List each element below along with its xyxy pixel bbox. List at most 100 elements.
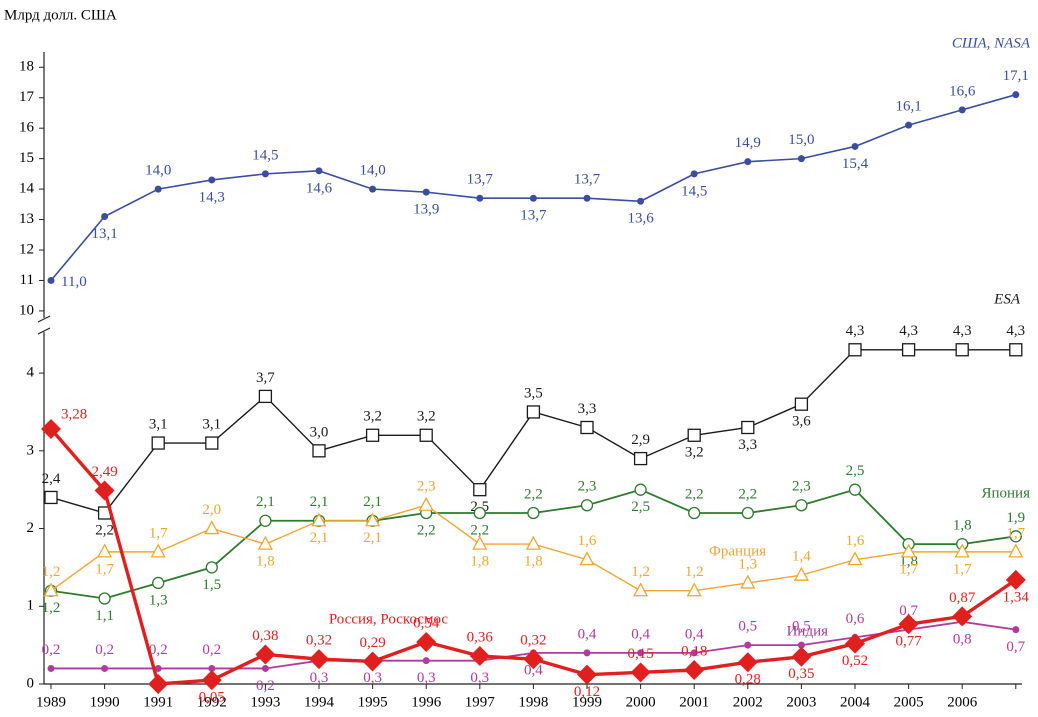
data-label: 13,7 xyxy=(520,208,547,224)
data-label: 0,28 xyxy=(735,672,761,688)
series-name: США, NASA xyxy=(952,35,1031,51)
data-label: 0,2 xyxy=(95,642,114,658)
data-label: 1,8 xyxy=(470,554,489,570)
marker xyxy=(154,185,162,193)
data-label: 0,77 xyxy=(895,634,922,650)
data-label: 1,9 xyxy=(1006,510,1025,526)
marker xyxy=(633,451,648,466)
x-tick-label: 1995 xyxy=(358,694,388,710)
marker xyxy=(369,185,377,193)
x-tick-label: 2001 xyxy=(679,694,709,710)
marker xyxy=(954,543,970,558)
marker xyxy=(150,543,166,558)
marker xyxy=(744,158,752,166)
data-label: 15,0 xyxy=(788,132,814,148)
data-label: 2,5 xyxy=(846,463,865,479)
data-label: 0,3 xyxy=(363,670,382,686)
marker xyxy=(527,506,540,520)
y-tick-label: 0 xyxy=(27,675,35,691)
data-label: 2,1 xyxy=(310,494,329,510)
marker xyxy=(905,121,913,129)
data-label: 2,5 xyxy=(631,499,650,515)
y-tick-label: 15 xyxy=(19,150,34,166)
y-tick-label: 10 xyxy=(19,302,34,318)
data-label: 0,4 xyxy=(685,626,704,642)
axis-break xyxy=(37,315,51,335)
data-label: 14,9 xyxy=(735,135,761,151)
marker xyxy=(154,664,162,672)
marker xyxy=(261,170,269,178)
marker xyxy=(1012,626,1020,634)
marker xyxy=(365,512,381,527)
data-label: 1,3 xyxy=(149,592,168,608)
y-tick-label: 3 xyxy=(27,442,35,458)
marker xyxy=(315,167,323,175)
data-label: 2,2 xyxy=(417,522,436,538)
data-label: 13,7 xyxy=(574,172,601,188)
marker xyxy=(633,582,649,597)
y-tick-label: 14 xyxy=(19,181,35,197)
series-name: Япония xyxy=(982,485,1031,501)
marker xyxy=(365,428,380,442)
data-label: 13,7 xyxy=(467,172,494,188)
data-label: 1,7 xyxy=(953,561,972,577)
marker xyxy=(688,506,701,520)
x-tick-label: 2000 xyxy=(626,694,656,710)
series-line xyxy=(50,93,1017,281)
y-tick-label: 16 xyxy=(19,120,35,136)
data-label: 3,6 xyxy=(792,414,811,430)
data-label: 1,2 xyxy=(685,564,704,580)
marker xyxy=(47,276,55,284)
data-label: 2,3 xyxy=(578,479,597,495)
series-name: Индия xyxy=(787,623,829,639)
data-label: 0,7 xyxy=(899,603,918,619)
marker xyxy=(848,343,862,357)
y-tick-label: 13 xyxy=(19,211,34,227)
y-tick-label: 18 xyxy=(19,59,34,75)
marker xyxy=(583,649,591,657)
marker xyxy=(94,480,115,501)
marker xyxy=(958,106,966,114)
data-label: 3,28 xyxy=(61,406,87,422)
marker xyxy=(797,155,805,163)
marker xyxy=(41,419,61,440)
data-label: 0,87 xyxy=(949,590,976,606)
data-label: 0,15 xyxy=(627,646,653,662)
data-label: 1,6 xyxy=(846,533,865,549)
marker xyxy=(473,506,486,520)
marker xyxy=(577,664,597,685)
marker xyxy=(473,483,487,497)
data-label: 0,3 xyxy=(470,670,489,686)
x-tick-label: 1994 xyxy=(304,694,335,710)
data-label: 14,3 xyxy=(199,189,225,205)
marker xyxy=(418,496,434,511)
data-label: 14,6 xyxy=(306,180,333,196)
x-tick-label: 1996 xyxy=(411,694,442,710)
marker xyxy=(44,490,58,505)
marker xyxy=(794,397,809,411)
data-label: 0,32 xyxy=(306,633,332,649)
data-label: 1,1 xyxy=(95,608,114,624)
data-label: 0,6 xyxy=(846,611,865,627)
marker xyxy=(152,576,165,590)
marker xyxy=(422,657,430,665)
data-label: 1,8 xyxy=(256,554,275,570)
marker xyxy=(97,543,113,558)
marker xyxy=(737,652,758,673)
marker xyxy=(580,420,594,435)
data-label: 1,7 xyxy=(899,561,918,577)
data-label: 0,29 xyxy=(359,635,385,651)
data-label: 2,2 xyxy=(95,522,114,538)
marker xyxy=(630,662,651,683)
marker xyxy=(687,428,701,442)
data-label: 15,4 xyxy=(842,156,869,172)
data-label: 3,1 xyxy=(149,416,168,432)
marker xyxy=(101,213,109,220)
x-tick-label: 2004 xyxy=(840,694,871,710)
marker xyxy=(580,499,594,512)
x-tick-label: 2002 xyxy=(733,694,763,710)
data-label: 1,6 xyxy=(578,533,597,549)
marker xyxy=(847,551,863,566)
y-tick-label: 2 xyxy=(27,520,35,536)
